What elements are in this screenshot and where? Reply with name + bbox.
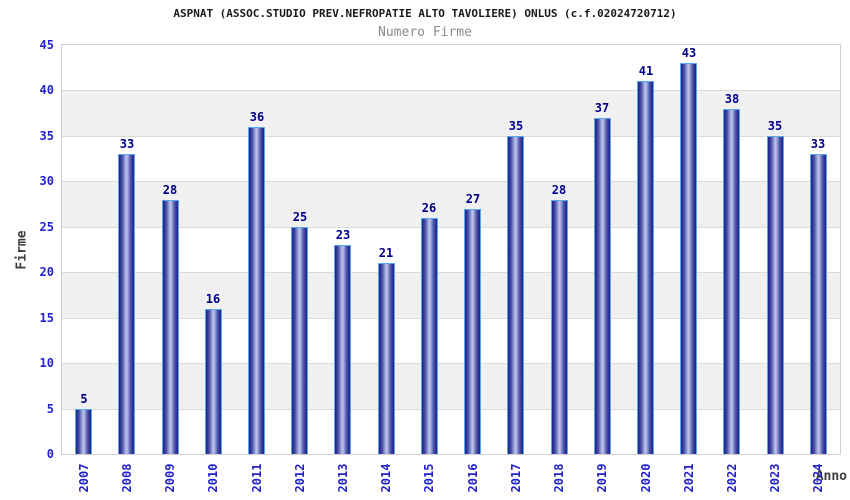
x-tick-label: 2021: [682, 463, 696, 493]
bar-value-label: 38: [724, 92, 740, 106]
bar: [680, 63, 697, 454]
y-tick-label: 5: [46, 401, 54, 416]
y-tick-label: 30: [39, 174, 54, 189]
x-tick-label: 2020: [639, 463, 653, 493]
gridline: [62, 317, 840, 319]
gridline: [62, 181, 840, 183]
bar-value-label: 28: [551, 183, 567, 197]
gridline: [62, 135, 840, 137]
bar-value-label: 26: [421, 201, 437, 215]
bar-value-label: 35: [508, 119, 524, 133]
chart-title: ASPNAT (ASSOC.STUDIO PREV.NEFROPATIE ALT…: [173, 7, 677, 20]
y-tick-label: 15: [39, 310, 54, 325]
bar-value-label: 23: [335, 228, 351, 242]
x-tick-label: 2023: [768, 463, 782, 493]
gridline: [62, 363, 840, 365]
x-tick-label: 2015: [422, 463, 436, 493]
gridline: [62, 408, 840, 410]
x-tick-label: 2014: [379, 463, 393, 493]
y-tick-label: 35: [39, 128, 54, 143]
bar: [118, 154, 135, 454]
y-tick-label: 40: [39, 83, 54, 98]
bar: [378, 263, 395, 454]
x-tick-label: 2009: [163, 463, 177, 493]
y-tick-label: 45: [39, 38, 54, 52]
bar: [162, 200, 179, 454]
bar-value-label: 37: [594, 101, 610, 115]
x-tick-label: 2008: [120, 463, 134, 493]
bar: [205, 309, 222, 454]
gridline: [62, 226, 840, 228]
bar: [507, 136, 524, 454]
x-tick-label: 2024: [811, 463, 825, 493]
chart-subtitle: Numero Firme: [378, 25, 472, 40]
x-tick-label: 2010: [206, 463, 220, 493]
plot-band: [62, 90, 840, 136]
gridline: [62, 90, 840, 92]
plot-band: [62, 363, 840, 409]
bar-value-label: 35: [767, 119, 783, 133]
bar-value-label: 21: [378, 246, 394, 260]
bar-value-label: 25: [292, 210, 308, 224]
bar: [464, 209, 481, 454]
gridline: [62, 272, 840, 274]
plot-band: [62, 272, 840, 318]
x-axis-label: Anno: [815, 469, 847, 484]
bar: [291, 227, 308, 454]
bar: [248, 127, 265, 454]
bar: [75, 409, 92, 454]
bar-value-label: 33: [119, 137, 135, 151]
x-tick-label: 2016: [466, 463, 480, 493]
bar-value-label: 5: [80, 392, 88, 406]
x-tick-label: 2011: [250, 463, 264, 493]
x-tick-label: 2017: [509, 463, 523, 493]
bar-value-label: 43: [681, 46, 697, 60]
bar: [551, 200, 568, 454]
bar-value-label: 36: [249, 110, 265, 124]
bar: [594, 118, 611, 454]
plot-band: [62, 181, 840, 227]
y-tick-label: 0: [46, 447, 54, 461]
plot-area: 5 33 28 16 36 25 23 21 26 27 35 28 37 41 43 38 35 33: [61, 44, 841, 455]
y-tick-label: 10: [39, 356, 54, 371]
x-tick-label: 2012: [293, 463, 307, 493]
y-tick-label: 20: [39, 265, 54, 280]
bar-value-label: 27: [465, 192, 481, 206]
bar-value-label: 28: [162, 183, 178, 197]
x-tick-label: 2018: [552, 463, 566, 493]
x-tick-label: 2019: [595, 463, 609, 493]
y-axis-label: Firme: [14, 230, 30, 270]
bar: [723, 109, 740, 454]
bar-value-label: 16: [205, 292, 221, 306]
bar: [767, 136, 784, 454]
x-tick-label: 2007: [77, 463, 91, 493]
bar: [421, 218, 438, 454]
x-tick-label: 2013: [336, 463, 350, 493]
bar: [334, 245, 351, 454]
bar: [810, 154, 827, 454]
y-tick-label: 25: [39, 219, 54, 234]
bar: [637, 81, 654, 454]
bar-value-label: 33: [810, 137, 826, 151]
bar-value-label: 41: [638, 64, 654, 78]
x-tick-label: 2022: [725, 463, 739, 493]
